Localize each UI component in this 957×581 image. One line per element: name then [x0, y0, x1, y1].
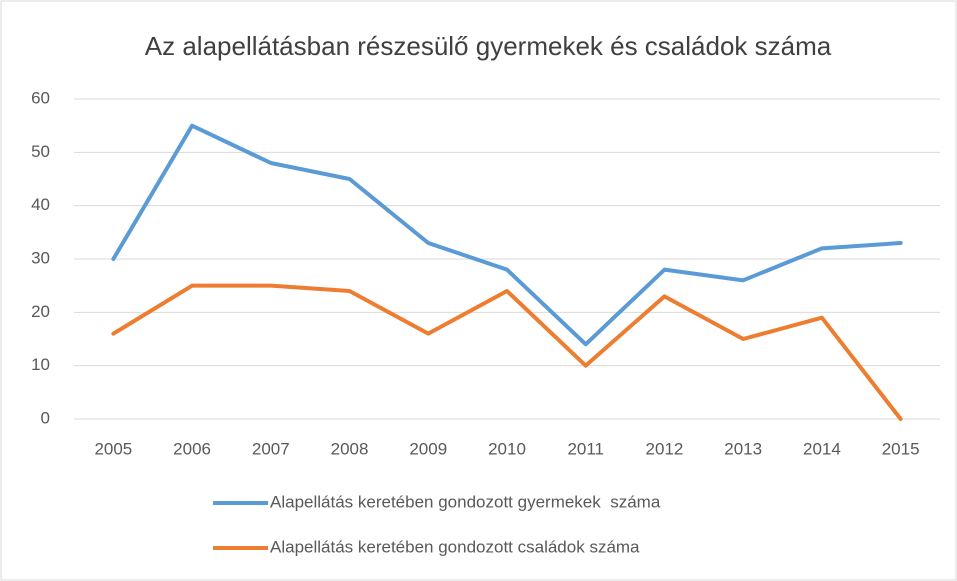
y-tick-label: 20	[31, 302, 50, 321]
chart-title: Az alapellátásban részesülő gyermekek és…	[145, 31, 832, 61]
series-line	[111, 283, 903, 421]
legend-label: Alapellátás keretében gondozott gyermeke…	[270, 492, 661, 511]
x-tick-label: 2014	[803, 439, 841, 458]
y-tick-label: 50	[31, 142, 50, 161]
y-tick-label: 10	[31, 355, 50, 374]
y-tick-label: 40	[31, 195, 50, 214]
x-tick-label: 2006	[173, 439, 211, 458]
y-tick-label: 0	[41, 408, 50, 427]
y-tick-label: 30	[31, 248, 50, 267]
legend-label: Alapellátás keretében gondozott családok…	[270, 537, 640, 556]
x-tick-label: 2008	[331, 439, 369, 458]
x-tick-label: 2013	[724, 439, 762, 458]
x-tick-label: 2010	[488, 439, 526, 458]
y-tick-label: 60	[31, 88, 50, 107]
x-tick-label: 2009	[409, 439, 447, 458]
series-line	[111, 123, 903, 347]
x-tick-label: 2015	[882, 439, 920, 458]
x-tick-label: 2011	[567, 439, 604, 458]
x-tick-label: 2005	[94, 439, 132, 458]
x-tick-label: 2007	[252, 439, 290, 458]
x-tick-label: 2012	[646, 439, 684, 458]
